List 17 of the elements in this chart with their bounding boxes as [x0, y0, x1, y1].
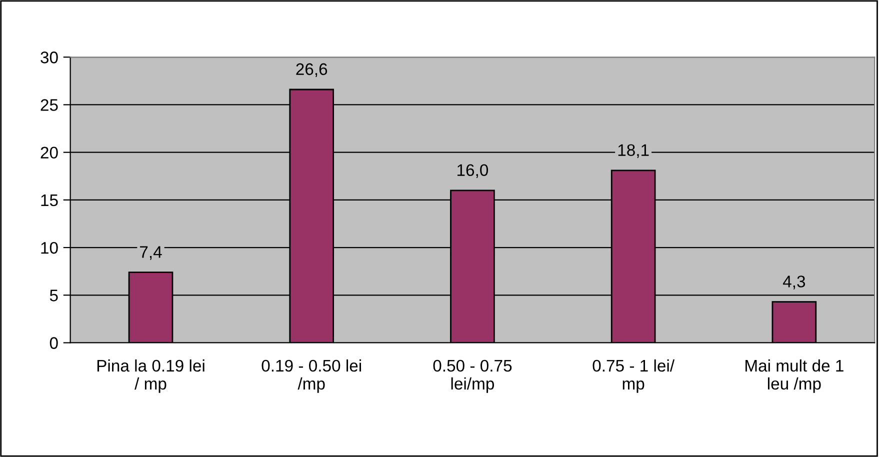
x-tick-label: 0.50 - 0.75 lei/mp: [433, 360, 512, 393]
y-tick-label: 30: [40, 52, 58, 64]
y-tick-label: 20: [40, 146, 58, 159]
data-label: 16,0: [458, 164, 488, 178]
y-tick-label: 25: [40, 99, 58, 111]
y-tick-label: 5: [50, 290, 58, 302]
x-tick-label: 0.75 - 1 lei/ mp: [592, 359, 675, 393]
x-tick-label: 0.19 - 0.50 lei /mp: [262, 359, 361, 393]
y-tick-label: 0: [50, 337, 58, 349]
data-label: 18,1: [618, 144, 649, 158]
data-label: 26,6: [296, 63, 328, 78]
x-tick-label: Pina la 0.19 lei / mp: [97, 359, 204, 393]
data-label: 7,4: [140, 246, 162, 260]
x-tick-label: Mai mult de 1 leu /mp: [746, 359, 844, 393]
y-tick-label: 15: [41, 194, 58, 206]
y-tick-label: 10: [41, 242, 58, 254]
data-label: 4,3: [782, 276, 806, 290]
